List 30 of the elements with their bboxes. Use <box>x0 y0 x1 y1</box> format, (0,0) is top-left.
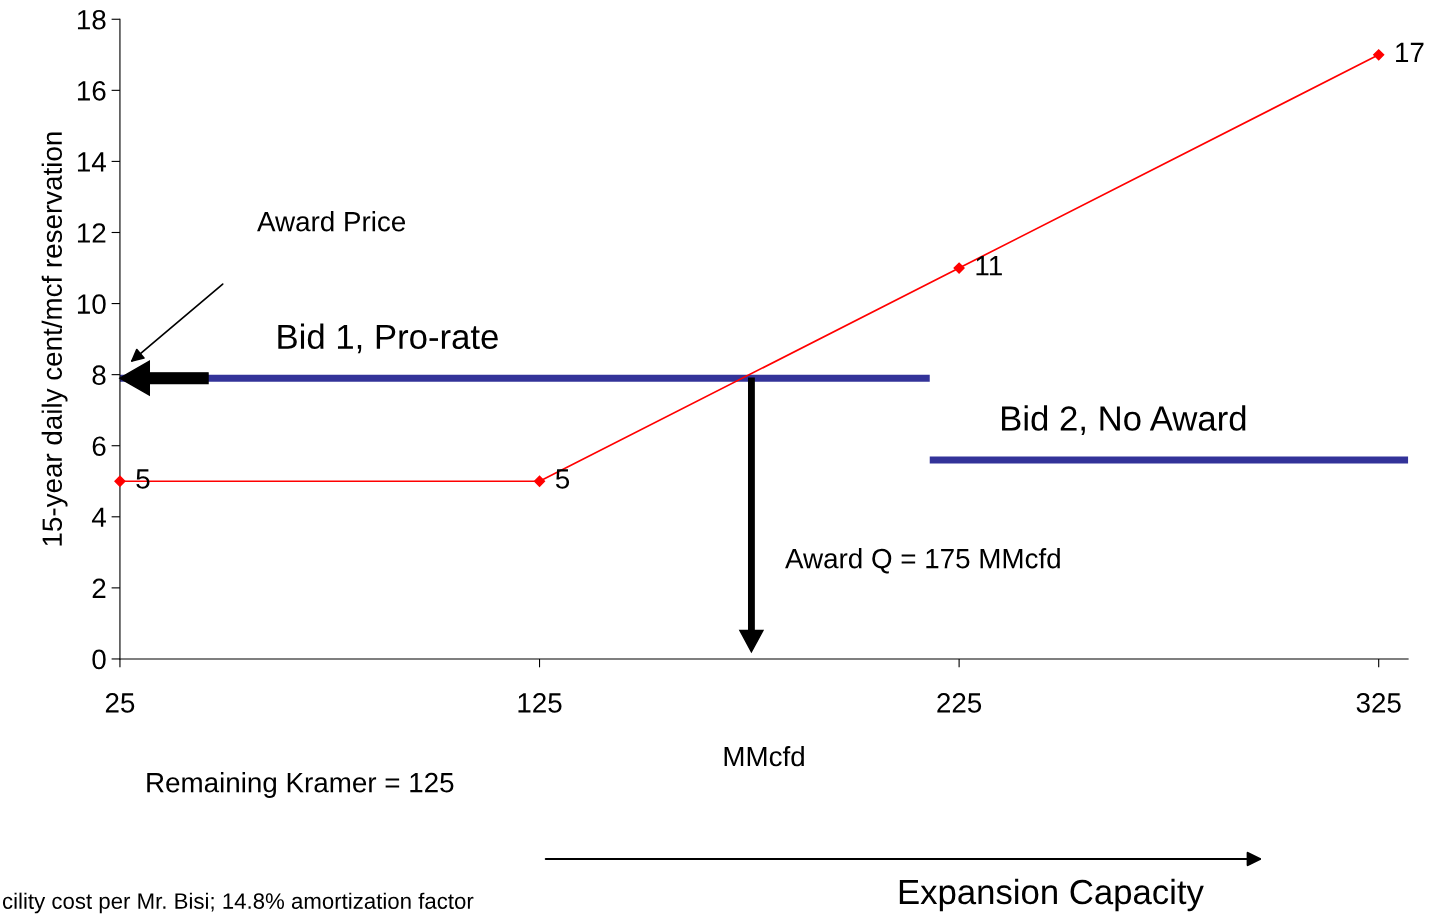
data-label: 11 <box>976 256 1002 276</box>
x-tick-label: 325 <box>1356 693 1401 713</box>
y-tick-label: 6 <box>92 436 106 457</box>
data-label: 5 <box>555 469 570 489</box>
y-tick-label: 2 <box>92 578 106 598</box>
y-tick-label: 10 <box>77 294 106 314</box>
series-label: Bid 2, No Award <box>1002 405 1246 435</box>
point <box>953 262 965 274</box>
text: Expansion Capacity <box>899 878 1204 912</box>
text: Remaining Kramer = 125 <box>147 772 454 798</box>
y-tick-label: 14 <box>77 152 106 172</box>
data-label: 17 <box>1396 42 1424 62</box>
x-tick-label: 25 <box>105 693 135 713</box>
y-tick-label: 12 <box>77 223 106 243</box>
point <box>114 475 126 487</box>
series-label: Bid 1, Pro-rate <box>278 323 498 354</box>
point <box>1373 49 1385 61</box>
point <box>533 475 546 487</box>
annotation: Award Price <box>257 211 406 232</box>
annotation: Award Q = 175 MMcfd <box>785 548 1060 574</box>
y-axis-title: 15-year daily cent/mcf reservation <box>41 132 68 546</box>
y-tick-label: 0 <box>92 649 106 670</box>
y-tick-label: 8 <box>92 365 106 385</box>
y-tick-label: 4 <box>91 507 106 527</box>
y-tick-label: 18 <box>77 9 106 30</box>
text: cility cost per Mr. Bisi; 14.8% amortization factor <box>2 892 474 914</box>
x-tick-label: 225 <box>937 693 982 713</box>
x-axis-title: MMcfd <box>724 745 804 767</box>
x-tick-label: 125 <box>518 693 562 713</box>
y-tick-label: 16 <box>77 81 106 101</box>
